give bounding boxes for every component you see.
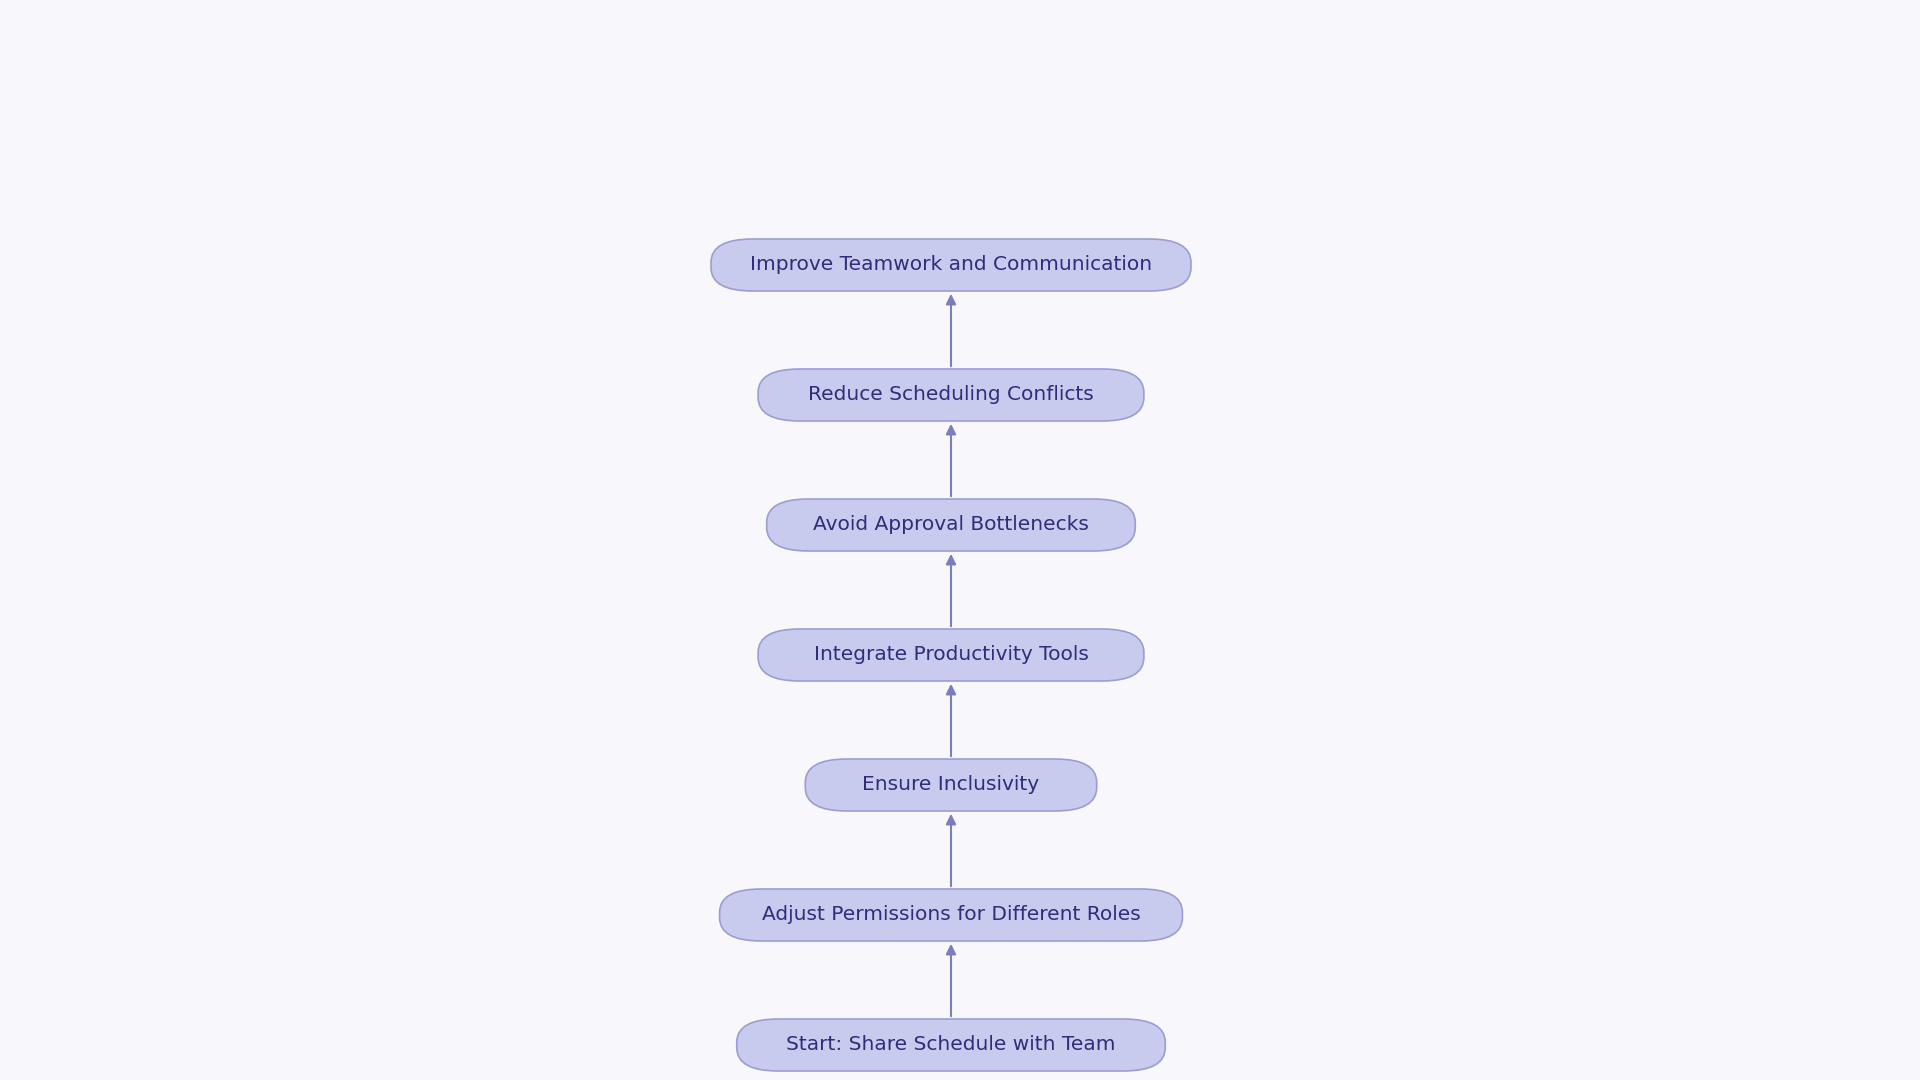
FancyBboxPatch shape xyxy=(720,889,1183,941)
Text: Ensure Inclusivity: Ensure Inclusivity xyxy=(862,775,1039,795)
FancyBboxPatch shape xyxy=(766,499,1135,551)
FancyBboxPatch shape xyxy=(758,629,1144,681)
Text: Integrate Productivity Tools: Integrate Productivity Tools xyxy=(814,646,1089,664)
FancyBboxPatch shape xyxy=(737,1020,1165,1071)
FancyBboxPatch shape xyxy=(758,369,1144,421)
Text: Improve Teamwork and Communication: Improve Teamwork and Communication xyxy=(751,256,1152,274)
FancyBboxPatch shape xyxy=(710,239,1190,291)
Text: Avoid Approval Bottlenecks: Avoid Approval Bottlenecks xyxy=(812,515,1089,535)
Text: Start: Share Schedule with Team: Start: Share Schedule with Team xyxy=(787,1036,1116,1054)
Text: Adjust Permissions for Different Roles: Adjust Permissions for Different Roles xyxy=(762,905,1140,924)
FancyBboxPatch shape xyxy=(804,759,1096,811)
Text: Reduce Scheduling Conflicts: Reduce Scheduling Conflicts xyxy=(808,386,1094,405)
